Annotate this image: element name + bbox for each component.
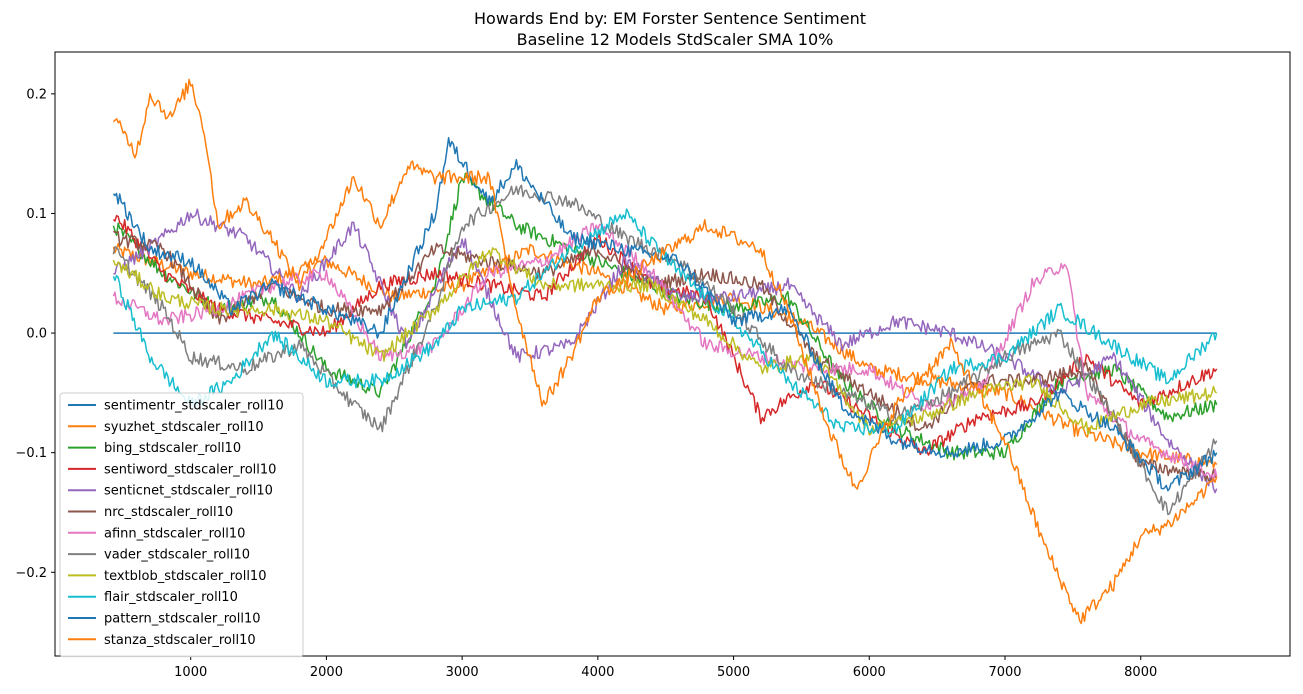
- series-line-sentiword_stdscaler_roll10: [112, 214, 1218, 456]
- x-tick-label: 8000: [1124, 665, 1157, 680]
- legend-label: sentiword_stdscaler_roll10: [104, 462, 276, 477]
- series-line-nrc_stdscaler_roll10: [112, 230, 1217, 482]
- legend-label: syuzhet_stdscaler_roll10: [104, 420, 264, 435]
- plot-area: [54, 51, 1291, 657]
- plot-frame: [54, 51, 1291, 657]
- legend-label: sentimentr_stdscaler_roll10: [104, 399, 284, 414]
- chart-title: Howards End by: EM Forster Sentence Sent…: [474, 9, 866, 28]
- x-axis: 1000 2000 3000 4000 5000 6000 7000 8000: [174, 656, 1157, 680]
- legend-label: afinn_stdscaler_roll10: [104, 526, 245, 541]
- x-tick-label: 2000: [310, 665, 343, 680]
- legend-box: [59, 392, 304, 658]
- y-tick-label: 0.1: [26, 207, 47, 222]
- x-tick-label: 6000: [853, 665, 886, 680]
- legend-label: vader_stdscaler_roll10: [104, 548, 250, 563]
- y-tick-label: 0.2: [26, 87, 47, 102]
- legend-label: nrc_stdscaler_roll10: [104, 505, 233, 520]
- legend-label: flair_stdscaler_roll10: [104, 590, 238, 605]
- x-tick-label: 7000: [988, 665, 1021, 680]
- legend-label: senticnet_stdscaler_roll10: [104, 484, 273, 499]
- y-tick-label: −0.1: [15, 446, 47, 461]
- series-line-afinn_stdscaler_roll10: [112, 222, 1218, 482]
- series-line-textblob_stdscaler_roll10: [112, 247, 1218, 436]
- legend-label: pattern_stdscaler_roll10: [104, 612, 261, 627]
- legend: sentimentr_stdscaler_roll10 syuzhet_stdsc…: [59, 392, 304, 658]
- legend-label: stanza_stdscaler_roll10: [104, 633, 256, 648]
- x-tick-label: 3000: [446, 665, 479, 680]
- series-line-syuzhet_stdscaler_roll10: [112, 242, 1218, 469]
- x-tick-label: 1000: [174, 665, 207, 680]
- legend-label: textblob_stdscaler_roll10: [104, 569, 266, 584]
- y-tick-label: −0.2: [15, 566, 47, 581]
- series-line-stanza_stdscaler_roll10: [112, 78, 1218, 625]
- x-tick-label: 4000: [581, 665, 614, 680]
- y-axis: −0.2 −0.1 0.0 0.1 0.2: [15, 87, 55, 581]
- chart-subtitle: Baseline 12 Models StdScaler SMA 10%: [517, 30, 834, 49]
- legend-label: bing_stdscaler_roll10: [104, 441, 241, 456]
- x-tick-label: 5000: [717, 665, 750, 680]
- series-line-pattern_stdscaler_roll10: [112, 137, 1218, 492]
- y-tick-label: 0.0: [26, 327, 47, 342]
